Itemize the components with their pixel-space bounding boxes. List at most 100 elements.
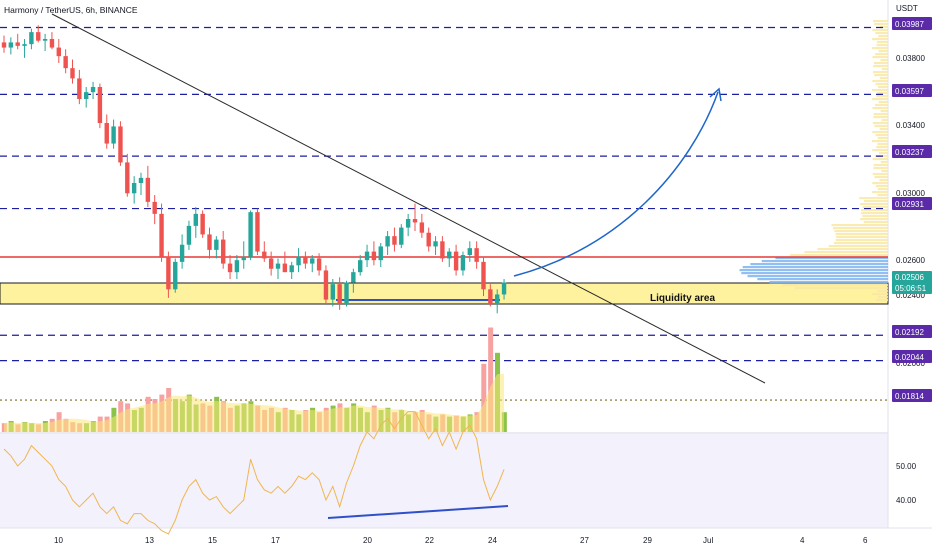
candle-body: [474, 248, 479, 262]
profile-bar: [878, 50, 888, 53]
profile-bar: [742, 266, 888, 269]
profile-bar: [828, 245, 888, 248]
profile-bar: [873, 167, 888, 170]
time-tick-label: 4: [800, 536, 805, 545]
horizontal-levels: [0, 26, 888, 401]
candle-body: [385, 236, 390, 247]
profile-bar: [863, 221, 888, 224]
candle-body: [97, 86, 103, 123]
candle-body: [453, 251, 459, 271]
candle-body: [200, 213, 205, 235]
current-price-badge: 0.02506 05:06:51: [892, 271, 932, 294]
profile-bar: [741, 272, 888, 275]
price-tick-label: 0.03400: [896, 121, 925, 130]
profile-bar: [835, 233, 888, 236]
svg-text:0.03987: 0.03987: [895, 20, 924, 29]
candle-body: [371, 251, 377, 261]
rsi-line: [3, 411, 505, 535]
candle-body: [56, 47, 61, 57]
profile-bar: [880, 59, 888, 62]
candle-body: [42, 38, 48, 41]
price-axis-currency: USDT: [896, 4, 918, 13]
profile-bar: [872, 158, 888, 161]
profile-bar: [817, 248, 888, 251]
profile-bar: [878, 152, 888, 155]
level-badge: 0.03987: [892, 17, 932, 30]
candle-body: [358, 260, 363, 273]
profile-bar: [831, 224, 888, 227]
price-tick-label: 0.02600: [896, 256, 925, 265]
profile-bar: [880, 26, 888, 29]
level-badge: 0.02192: [892, 325, 932, 338]
candle-body: [186, 225, 192, 245]
volume-bars: [1, 327, 507, 432]
profile-bar: [875, 134, 888, 137]
profile-bar: [880, 110, 888, 113]
profile-bar: [872, 182, 888, 185]
profile-bar: [872, 131, 888, 134]
profile-bar: [881, 68, 888, 71]
svg-text:0.02931: 0.02931: [895, 200, 924, 209]
candle-body: [392, 236, 397, 245]
projection-arrow: [513, 91, 719, 277]
time-tick-label: Jul: [703, 536, 713, 545]
profile-bar: [794, 287, 888, 290]
time-tick-label: 10: [54, 536, 63, 545]
profile-bar: [875, 83, 888, 86]
candle-body: [63, 56, 68, 69]
profile-bar: [880, 161, 888, 164]
profile-bar: [790, 254, 888, 257]
candle-body: [488, 289, 493, 304]
profile-bar: [775, 257, 888, 260]
candle-body: [447, 251, 452, 259]
candle-body: [8, 42, 14, 48]
profile-bar: [750, 263, 888, 266]
time-tick-label: 13: [145, 536, 154, 545]
candle-body: [1, 42, 7, 48]
level-badge: 0.02931: [892, 197, 932, 210]
price-tick-label: 0.02400: [896, 291, 925, 300]
profile-bar: [872, 80, 888, 83]
profile-bar: [757, 278, 888, 281]
profile-bar: [872, 191, 888, 194]
candle-body: [405, 219, 411, 228]
rsi-divergence-line: [327, 505, 509, 519]
candle-body: [399, 227, 404, 245]
level-badge: 0.01814: [892, 389, 932, 402]
candle-body: [15, 42, 20, 46]
profile-bar: [872, 293, 888, 296]
profile-bar: [873, 113, 888, 116]
profile-bar: [873, 62, 888, 65]
rsi-pane-background: [0, 434, 888, 528]
liquidity-area-label: Liquidity area: [650, 293, 715, 304]
candle-body: [84, 92, 89, 99]
profile-bar: [881, 170, 888, 173]
projection-arrowhead: [709, 87, 722, 102]
profile-bar: [877, 143, 888, 146]
profile-bar: [875, 53, 888, 56]
price-tick-label: 0.03000: [896, 189, 925, 198]
profile-bar: [877, 137, 888, 140]
level-badge: 0.03597: [892, 84, 932, 97]
profile-bar: [834, 230, 888, 233]
profile-bar: [872, 71, 888, 74]
candle-body: [173, 261, 178, 290]
profile-bar: [872, 98, 888, 101]
profile-bar: [873, 20, 888, 23]
candle-body: [241, 256, 246, 261]
candle-body: [70, 68, 75, 79]
candle-body: [131, 183, 137, 194]
profile-bar: [836, 236, 888, 239]
candle-body: [49, 38, 55, 48]
volume-bar: [488, 327, 494, 432]
profile-bar: [875, 185, 888, 188]
candle-body: [138, 177, 144, 184]
time-tick-label: 24: [488, 536, 497, 545]
profile-bar: [761, 260, 888, 263]
level-badge: 0.02044: [892, 350, 932, 363]
price-tick-label: 0.03800: [896, 54, 925, 63]
profile-bar: [872, 122, 888, 125]
current-price-value: 0.02506: [895, 273, 924, 282]
candle-body: [152, 201, 157, 214]
